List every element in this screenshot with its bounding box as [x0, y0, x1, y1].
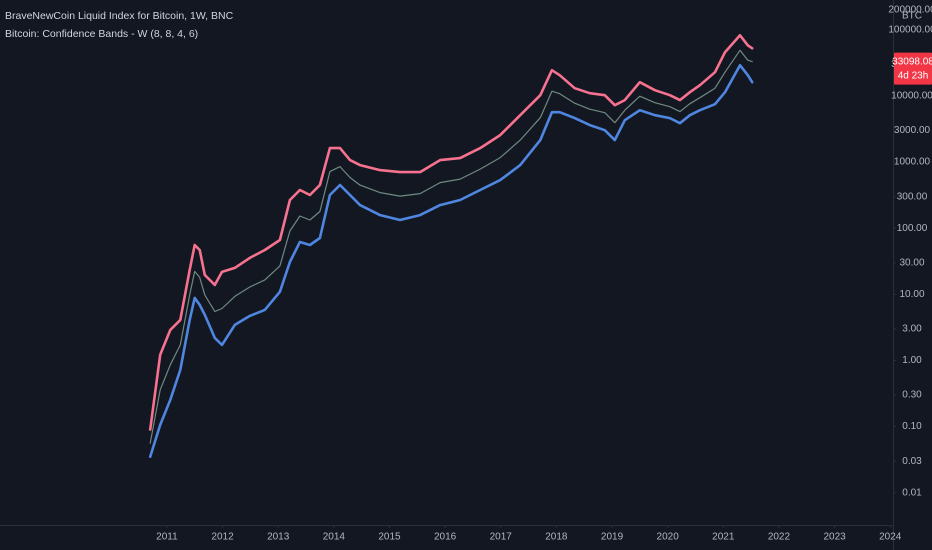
- x-tick-label: 2012: [211, 532, 234, 543]
- last-price-label: 33098.08: [892, 56, 932, 67]
- price-line: [149, 49, 753, 444]
- y-tick-label: 10000.00: [891, 91, 932, 102]
- y-tick-label: 100.00: [897, 223, 928, 234]
- x-tick-label: 2015: [378, 532, 401, 543]
- band-line: [148, 63, 754, 458]
- x-tick-label: 2020: [657, 532, 680, 543]
- indicator-title: Bitcoin: Confidence Bands - W (8, 8, 4, …: [5, 28, 198, 40]
- y-tick-label: 0.30: [902, 390, 922, 401]
- x-tick-label: 2013: [267, 532, 290, 543]
- x-tick-label: 2014: [323, 532, 346, 543]
- band-line: [148, 34, 754, 431]
- y-tick-label: 0.01: [902, 487, 922, 498]
- price-unit: BTC: [902, 11, 922, 22]
- x-tick-label: 2011: [156, 532, 178, 543]
- y-tick-label: 10.00: [899, 289, 924, 300]
- y-tick-label: 0.10: [902, 421, 922, 432]
- x-tick-label: 2023: [823, 532, 846, 543]
- x-tick-label: 2016: [434, 532, 457, 543]
- x-tick-label: 2018: [545, 532, 568, 543]
- x-tick-label: 2019: [601, 532, 624, 543]
- y-tick-label: 3000.00: [894, 125, 931, 136]
- y-tick-label: 1000.00: [894, 157, 931, 168]
- last-price-box: [894, 52, 932, 85]
- x-tick-label: 2017: [490, 532, 513, 543]
- y-tick-label: 200000.00: [888, 5, 932, 16]
- y-tick-label: 3.00: [902, 324, 922, 335]
- y-tick-label: 0.03: [902, 456, 922, 467]
- y-tick-label: 300.00: [897, 191, 928, 202]
- chart-title: BraveNewCoin Liquid Index for Bitcoin, 1…: [5, 10, 234, 22]
- x-tick-label: 2021: [712, 532, 735, 543]
- countdown-label: 4d 23h: [898, 70, 929, 81]
- x-tick-label: 2024: [879, 532, 902, 543]
- y-tick-label: 1.00: [902, 355, 922, 366]
- x-tick-label: 2022: [768, 532, 791, 543]
- y-tick-label: 100000.00: [888, 25, 932, 36]
- y-tick-label: 30.00: [899, 257, 924, 268]
